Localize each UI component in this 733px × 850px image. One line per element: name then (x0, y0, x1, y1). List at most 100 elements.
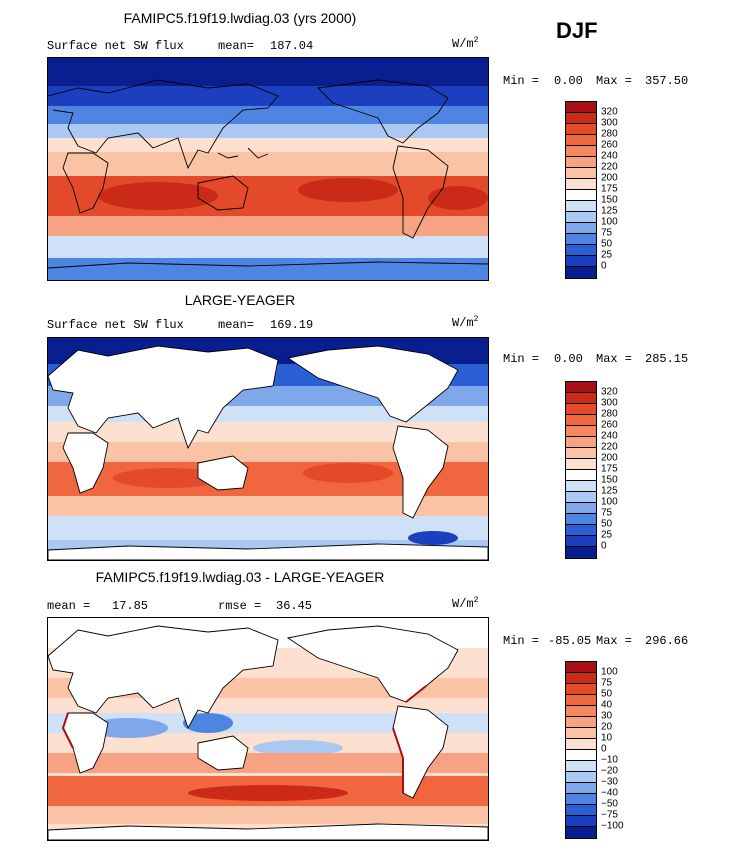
panel-2-title: LARGE-YEAGER (184, 292, 296, 308)
panel-1-max-indian (98, 182, 218, 210)
colorbar-level-label: 20 (601, 721, 613, 733)
colorbar-swatch (566, 459, 596, 470)
panel-2-mean-label: mean= (218, 318, 255, 332)
panel-2-units: W/m2 (452, 315, 479, 330)
panel-3-max-southern-ocean (188, 785, 348, 801)
colorbar-level-label: 150 (601, 194, 618, 206)
colorbar-level-label: 100 (601, 666, 618, 678)
colorbar-swatch (566, 772, 596, 783)
panel-1-band-polar-north (48, 58, 488, 86)
colorbar-swatch (566, 805, 596, 816)
colorbar-swatch (566, 437, 596, 448)
colorbar-level-label: 75 (601, 507, 613, 519)
panel-1-band-tropic (48, 152, 488, 176)
panel-1-max-label: Max = (596, 74, 633, 88)
colorbar-level-label: 220 (601, 441, 618, 453)
panel-3-min-label: Min = (503, 634, 540, 648)
colorbar-level-label: −10 (601, 754, 618, 766)
panel-1-mean-label: mean= (218, 39, 255, 53)
colorbar-swatch (566, 201, 596, 212)
colorbar-swatch (566, 481, 596, 492)
panel-1-max-atlantic (428, 186, 488, 210)
panel-2-band-southern-mid (48, 496, 488, 516)
colorbar-swatch (566, 684, 596, 695)
colorbar-level-label: −20 (601, 765, 618, 777)
colorbar-swatch (566, 448, 596, 459)
panel-3-max-label: Max = (596, 634, 633, 648)
panel-2-band-subtropic (48, 422, 488, 442)
colorbar-level-label: 75 (601, 227, 613, 239)
panel-1-band-subpolar (48, 124, 488, 138)
panel-1-min-label: Min = (503, 74, 540, 88)
colorbar-level-label: 100 (601, 216, 618, 228)
colorbar-swatch (566, 547, 596, 558)
colorbar-swatch (566, 382, 596, 393)
colorbar-level-label: 50 (601, 518, 613, 530)
colorbar-level-label: 25 (601, 249, 613, 261)
panel-3-rmse-label: rmse = (218, 599, 262, 613)
colorbar-swatch (566, 256, 596, 267)
colorbar-level-label: 25 (601, 529, 613, 541)
colorbar-swatch (566, 470, 596, 481)
colorbar-swatch (566, 717, 596, 728)
colorbar-level-label: 0 (601, 743, 607, 755)
panel-1-band-mid-north (48, 106, 488, 124)
panel-2-variable-label: Surface net SW flux (47, 318, 184, 332)
panel-2-min-value: 0.00 (554, 352, 583, 366)
colorbar-level-label: 50 (601, 238, 613, 250)
colorbar-swatch (566, 525, 596, 536)
panel-2-mean-value: 169.19 (270, 318, 314, 332)
panel-2-min-label: Min = (503, 352, 540, 366)
colorbar-swatch (566, 267, 596, 278)
colorbar-swatch (566, 536, 596, 547)
colorbar-swatch (566, 102, 596, 113)
colorbar-swatch (566, 750, 596, 761)
colorbar-level-label: −100 (601, 820, 624, 832)
panel-2-weddell-low (408, 531, 458, 545)
colorbar-swatch (566, 673, 596, 684)
colorbar-level-label: 0 (601, 540, 607, 552)
panel-3-units: W/m2 (452, 596, 479, 611)
colorbar-level-label: 280 (601, 128, 618, 140)
colorbar-swatch (566, 212, 596, 223)
colorbar-level-label: 150 (601, 474, 618, 486)
panel-3-rmse-value: 36.45 (276, 599, 313, 613)
colorbar-level-label: 200 (601, 452, 618, 464)
colorbar-level-label: 300 (601, 117, 618, 129)
panel-3-band-antarctic-edge (48, 806, 488, 824)
panel-1-coastlines (48, 79, 488, 269)
panel-2-band-tropic (48, 442, 488, 462)
colorbar-level-label: 260 (601, 419, 618, 431)
panel-3-neg-maritime (183, 713, 233, 733)
panel-1-min-value: 0.00 (554, 74, 583, 88)
colorbar-level-label: 10 (601, 732, 613, 744)
panel-2-map-svg (48, 338, 488, 560)
colorbar-swatch (566, 179, 596, 190)
colorbar-level-label: −40 (601, 787, 618, 799)
colorbar-swatch (566, 761, 596, 772)
colorbar-swatch (566, 168, 596, 179)
colorbar-level-label: 75 (601, 677, 613, 689)
colorbar-swatch (566, 415, 596, 426)
panel-3-max-value: 296.66 (645, 634, 689, 648)
colorbar-level-label: 260 (601, 139, 618, 151)
colorbar-level-label: −30 (601, 776, 618, 788)
panel-3-map-svg (48, 618, 488, 840)
colorbar-swatch (566, 794, 596, 805)
colorbar-level-label: 200 (601, 172, 618, 184)
panel-3-min-value: -85.05 (548, 634, 592, 648)
colorbar-level-label: 0 (601, 260, 607, 272)
colorbar-level-label: −50 (601, 798, 618, 810)
panel-1-mean-value: 187.04 (270, 39, 314, 53)
panel-1-title: FAMIPC5.f19f19.lwdiag.03 (yrs 2000) (123, 10, 357, 26)
panel-1-map-svg (48, 58, 488, 280)
colorbar-swatch (566, 234, 596, 245)
panel-2-max-indian (113, 468, 223, 488)
panel-1-units: W/m2 (452, 36, 479, 51)
colorbar-level-label: 240 (601, 430, 618, 442)
panel-3-land (48, 625, 488, 840)
colorbar-level-label: 125 (601, 205, 618, 217)
panel-1-band-southern-mid (48, 216, 488, 236)
colorbar-level-label: 175 (601, 463, 618, 475)
colorbar-level-label: 320 (601, 386, 618, 398)
